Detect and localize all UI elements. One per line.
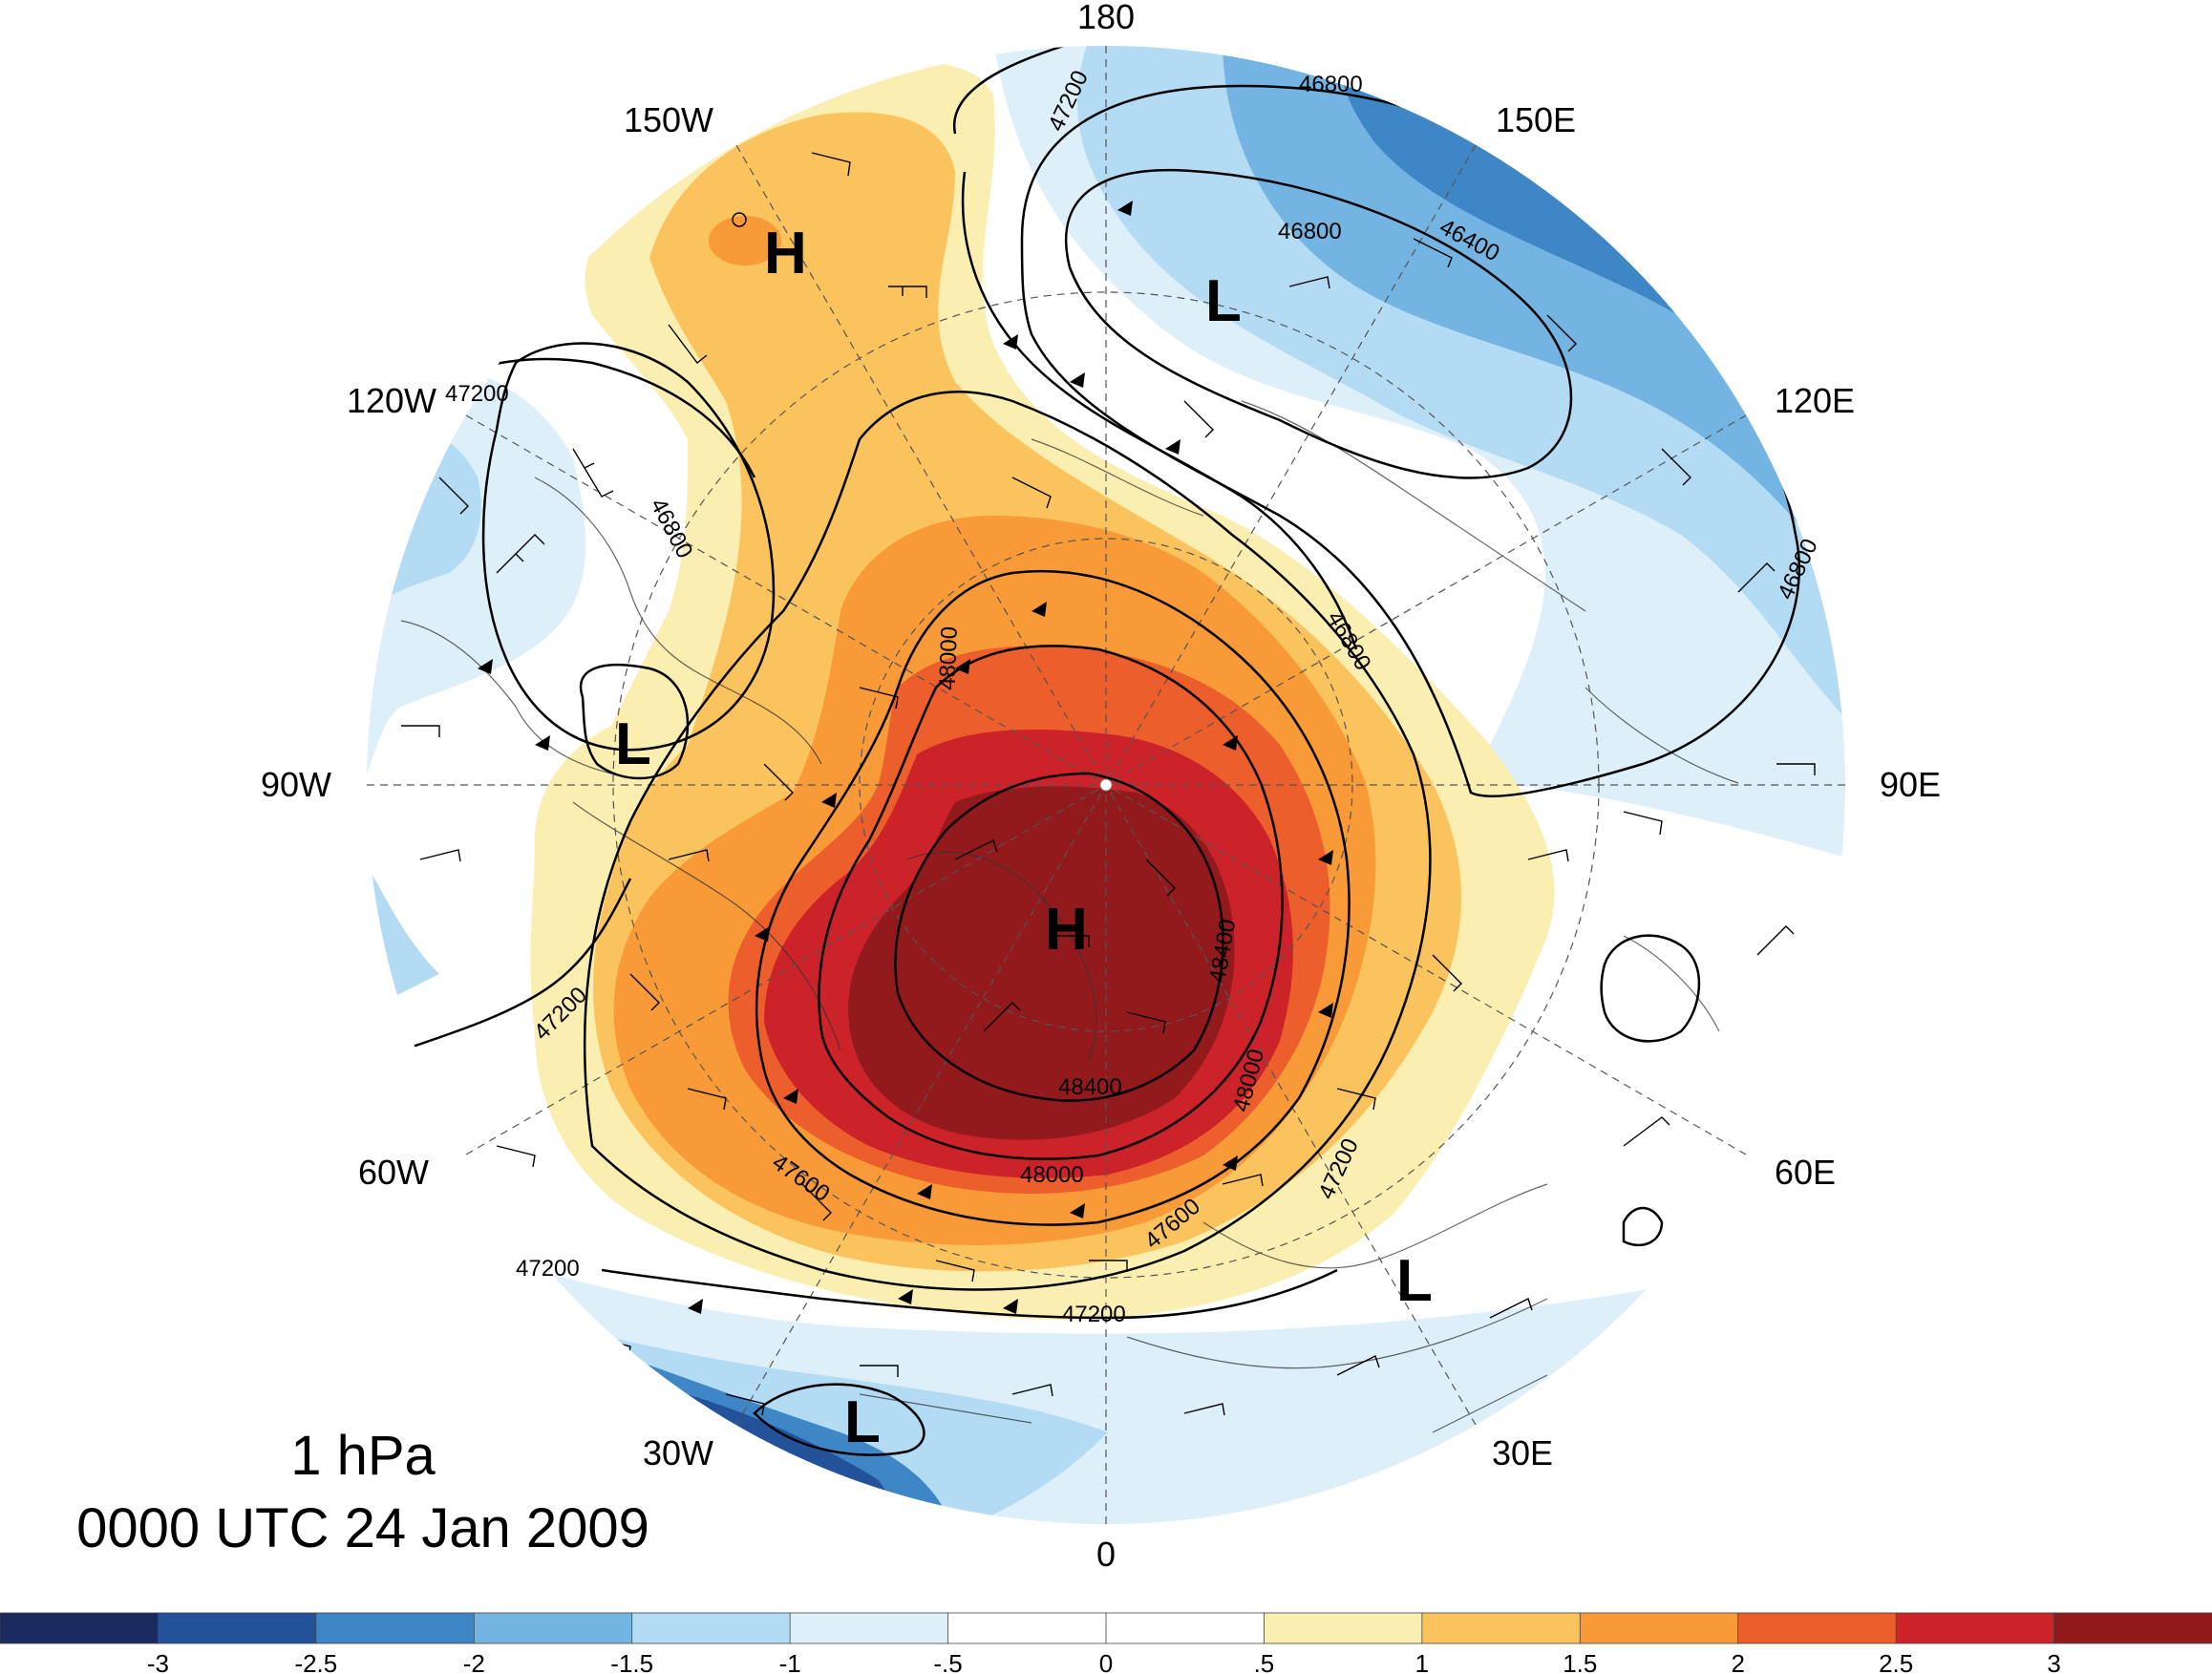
colorbar-swatch bbox=[2053, 1612, 2212, 1644]
colorbar-swatch bbox=[473, 1612, 633, 1644]
colorbar-swatch bbox=[1895, 1612, 2055, 1644]
colorbar-tick-label: 2.5 bbox=[1879, 1649, 1913, 1674]
map-title: 1 hPa 0000 UTC 24 Jan 2009 bbox=[76, 1425, 649, 1559]
colorbar-swatch bbox=[1105, 1612, 1266, 1644]
low-center-label: L bbox=[615, 711, 651, 777]
level-title: 1 hPa bbox=[290, 1425, 436, 1487]
lon-label-150e: 150E bbox=[1496, 100, 1576, 139]
colorbar-swatch bbox=[1421, 1612, 1582, 1644]
colorbar-swatch bbox=[158, 1612, 317, 1644]
colorbar-tick-label: 1.5 bbox=[1563, 1649, 1597, 1674]
colorbar-swatch bbox=[1737, 1612, 1898, 1644]
colorbar-tick-label: -2 bbox=[463, 1649, 485, 1674]
lon-label-60e: 60E bbox=[1775, 1153, 1836, 1192]
contour-label: 47200 bbox=[516, 1256, 580, 1282]
lon-label-90w: 90W bbox=[261, 765, 331, 804]
low-center-label: L bbox=[844, 1389, 881, 1455]
low-center-label: L bbox=[1205, 268, 1242, 334]
time-title: 0000 UTC 24 Jan 2009 bbox=[76, 1497, 649, 1559]
colorbar-tick-label: -3 bbox=[147, 1649, 169, 1674]
contour-label: 46800 bbox=[1299, 72, 1363, 97]
longitude-labels: 180 150E 120E 90E 60E 30E 0 30W 60W 90W … bbox=[261, 0, 1941, 1574]
lon-label-120w: 120W bbox=[347, 381, 436, 420]
colorbar-tick-label: -2.5 bbox=[294, 1649, 337, 1674]
lon-label-0: 0 bbox=[1096, 1535, 1116, 1574]
colorbar-tick-label: 3 bbox=[2047, 1649, 2060, 1674]
colorbar-swatch bbox=[631, 1612, 792, 1644]
colorbar-tick-label: 1 bbox=[1415, 1649, 1429, 1674]
lon-label-120e: 120E bbox=[1775, 381, 1855, 420]
colorbar-swatch bbox=[1579, 1612, 1739, 1644]
colorbar: -3 -2.5 -2 -1.5 -1 -.5 0 .5 1 1.5 2 2.5 3 bbox=[0, 1612, 2212, 1674]
station-circle-icon bbox=[732, 212, 747, 227]
wind-barbs bbox=[401, 152, 1816, 1416]
colorbar-tick-label: 2 bbox=[1731, 1649, 1744, 1674]
high-center-label: H bbox=[764, 221, 807, 286]
colorbar-tick-label: -1 bbox=[779, 1649, 801, 1674]
contour-label: 48400 bbox=[1058, 1074, 1122, 1100]
high-center-label: H bbox=[1045, 897, 1088, 963]
colorbar-tick-label: .5 bbox=[1254, 1649, 1275, 1674]
colorbar-swatch bbox=[789, 1612, 949, 1644]
colorbar-swatch bbox=[0, 1612, 160, 1644]
contour-label: 46800 bbox=[1278, 219, 1342, 244]
contour-label: 47200 bbox=[1062, 1302, 1126, 1327]
contour-label: 47200 bbox=[445, 381, 509, 407]
wind-pennants bbox=[478, 201, 1333, 1314]
lon-label-90e: 90E bbox=[1880, 765, 1941, 804]
lon-label-30e: 30E bbox=[1492, 1433, 1553, 1473]
lon-label-180: 180 bbox=[1077, 0, 1135, 36]
contour-label: 48000 bbox=[1020, 1162, 1084, 1188]
colorbar-swatch bbox=[1264, 1612, 1423, 1644]
colorbar-tick-label: -.5 bbox=[933, 1649, 962, 1674]
lon-label-150w: 150W bbox=[624, 100, 713, 139]
colorbar-swatch bbox=[315, 1612, 476, 1644]
colorbar-tick-label: 0 bbox=[1099, 1649, 1113, 1674]
colorbar-swatch bbox=[947, 1612, 1107, 1644]
height-contours bbox=[400, 46, 1800, 1456]
lon-label-60w: 60W bbox=[358, 1153, 429, 1192]
low-center-label: L bbox=[1396, 1248, 1433, 1314]
contour-label: 48000 bbox=[935, 626, 963, 691]
pressure-center-layer: H L L H L L bbox=[615, 221, 1433, 1455]
north-pole-marker bbox=[1099, 778, 1113, 792]
lon-label-30w: 30W bbox=[643, 1433, 713, 1473]
colorbar-tick-label: -1.5 bbox=[610, 1649, 653, 1674]
